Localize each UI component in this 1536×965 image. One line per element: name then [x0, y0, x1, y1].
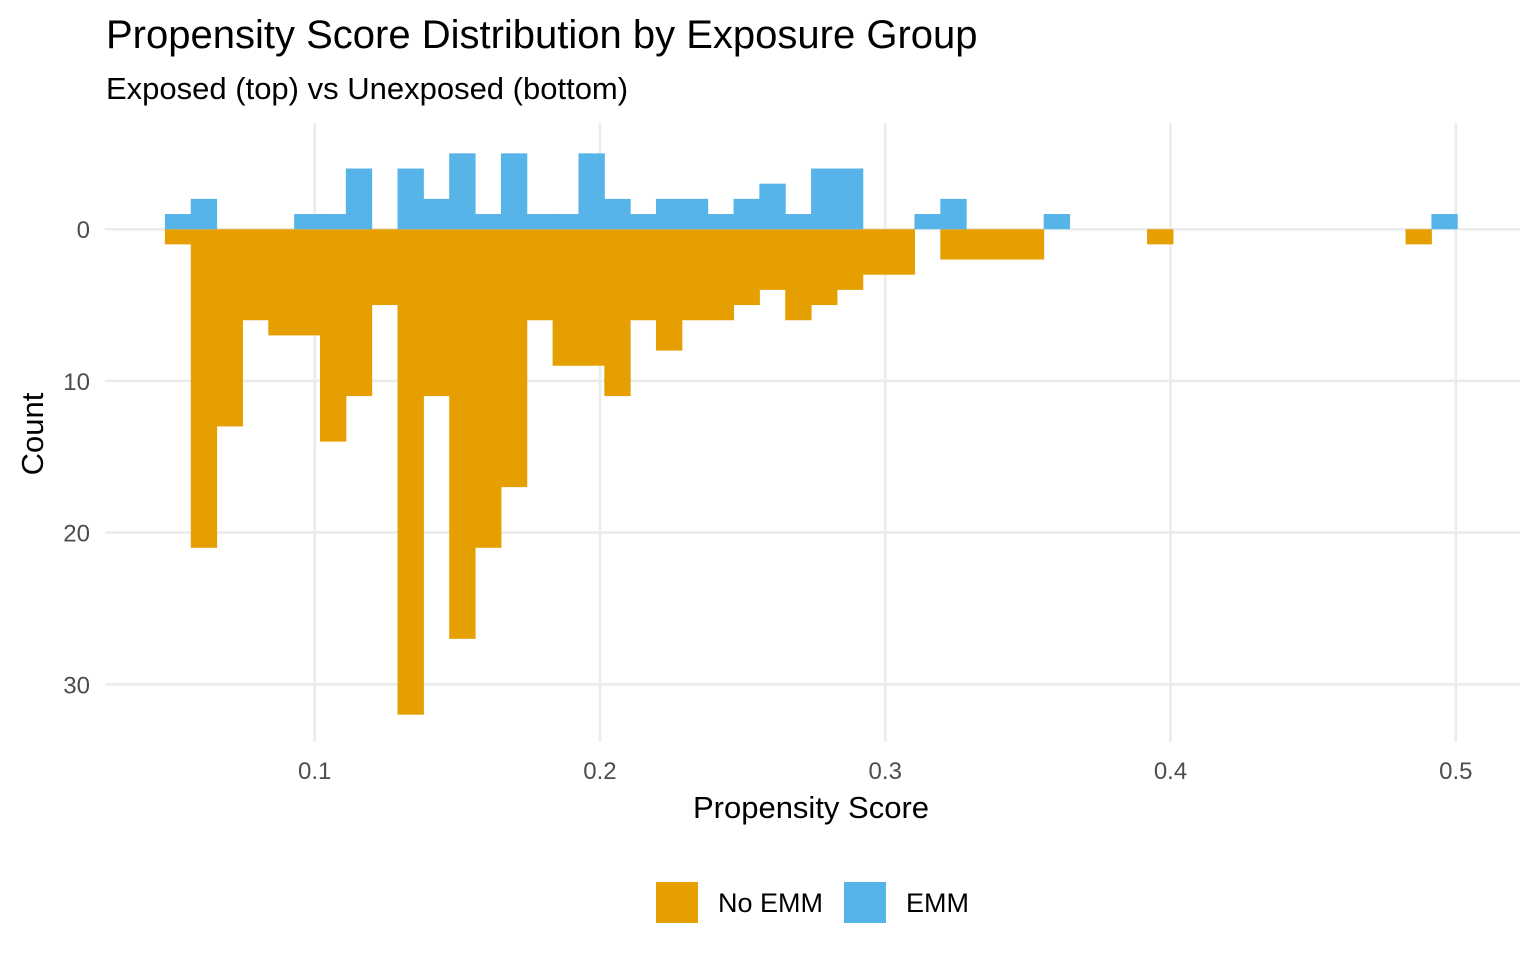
- x-axis-label: Propensity Score: [693, 790, 929, 825]
- bar-emm: [914, 214, 941, 230]
- bar-no-emm: [216, 229, 243, 427]
- x-tick-label: 0.4: [1154, 758, 1187, 785]
- bar-no-emm: [397, 229, 424, 715]
- bar-no-emm: [1017, 229, 1045, 260]
- bar-emm: [759, 183, 786, 230]
- bar-emm: [785, 214, 812, 230]
- bar-no-emm: [578, 229, 605, 366]
- bar-emm: [500, 153, 528, 230]
- bar-emm: [630, 214, 657, 230]
- bar-no-emm: [526, 229, 554, 321]
- bar-no-emm: [500, 229, 528, 488]
- x-tick-label: 0.2: [583, 758, 616, 785]
- bar-no-emm: [345, 229, 373, 397]
- y-axis-label: Count: [15, 392, 50, 475]
- bar-emm: [345, 168, 373, 230]
- x-tick-label: 0.3: [869, 758, 902, 785]
- bar-emm: [1431, 214, 1458, 230]
- bar-emm: [940, 198, 967, 230]
- bar-no-emm: [423, 229, 450, 397]
- y-tick-label: 10: [63, 369, 90, 396]
- bar-emm: [733, 198, 760, 230]
- bars: [164, 153, 1458, 715]
- bar-no-emm: [242, 229, 269, 321]
- x-tick-label: 0.5: [1439, 758, 1472, 785]
- bar-no-emm: [733, 229, 760, 306]
- bar-no-emm: [552, 229, 579, 366]
- bar-no-emm: [940, 229, 967, 260]
- bar-emm: [655, 198, 683, 230]
- x-tick-label: 0.1: [298, 758, 331, 785]
- bar-no-emm: [681, 229, 709, 321]
- bar-emm: [578, 153, 605, 230]
- legend-label-no-emm: No EMM: [718, 888, 823, 918]
- bar-no-emm: [630, 229, 657, 321]
- bar-no-emm: [371, 229, 399, 306]
- bar-emm: [811, 168, 838, 230]
- legend-label-emm: EMM: [906, 888, 969, 918]
- bar-emm: [319, 214, 347, 230]
- bar-emm: [190, 198, 218, 230]
- bar-no-emm: [1405, 229, 1432, 245]
- bar-no-emm: [294, 229, 321, 336]
- x-axis-ticks: 0.1 0.2 0.3 0.4 0.5: [298, 758, 1473, 785]
- bar-emm: [423, 198, 450, 230]
- bar-emm: [449, 153, 476, 230]
- bar-no-emm: [991, 229, 1019, 260]
- bar-no-emm: [164, 229, 192, 245]
- y-tick-label: 0: [77, 217, 90, 244]
- chart-title: Propensity Score Distribution by Exposur…: [106, 13, 978, 57]
- y-tick-label: 30: [63, 672, 90, 699]
- bar-no-emm: [707, 229, 735, 321]
- bar-emm: [604, 198, 631, 230]
- bar-emm: [681, 198, 709, 230]
- bar-no-emm: [475, 229, 502, 548]
- bar-no-emm: [1147, 229, 1174, 245]
- bar-emm: [1043, 214, 1071, 230]
- bar-no-emm: [836, 229, 864, 290]
- bar-no-emm: [655, 229, 683, 351]
- bar-no-emm: [604, 229, 631, 397]
- bar-no-emm: [319, 229, 347, 442]
- bar-no-emm: [449, 229, 476, 639]
- bar-emm: [836, 168, 864, 230]
- bar-no-emm: [811, 229, 838, 306]
- bar-no-emm: [268, 229, 295, 336]
- bar-emm: [707, 214, 735, 230]
- bar-no-emm: [759, 229, 786, 290]
- y-tick-label: 20: [63, 521, 90, 548]
- y-axis-ticks: 0 10 20 30: [63, 217, 90, 699]
- bar-emm: [164, 214, 192, 230]
- bar-no-emm: [888, 229, 915, 275]
- legend: No EMM EMM: [656, 882, 969, 923]
- bar-emm: [526, 214, 554, 230]
- bar-no-emm: [190, 229, 218, 548]
- bar-no-emm: [785, 229, 812, 321]
- legend-key-no-emm: [656, 882, 698, 923]
- chart-subtitle: Exposed (top) vs Unexposed (bottom): [106, 71, 628, 106]
- bar-emm: [397, 168, 424, 230]
- bar-no-emm: [862, 229, 890, 275]
- bar-emm: [294, 214, 321, 230]
- legend-key-emm: [844, 882, 886, 923]
- bar-emm: [552, 214, 579, 230]
- bar-emm: [475, 214, 502, 230]
- bar-no-emm: [966, 229, 993, 260]
